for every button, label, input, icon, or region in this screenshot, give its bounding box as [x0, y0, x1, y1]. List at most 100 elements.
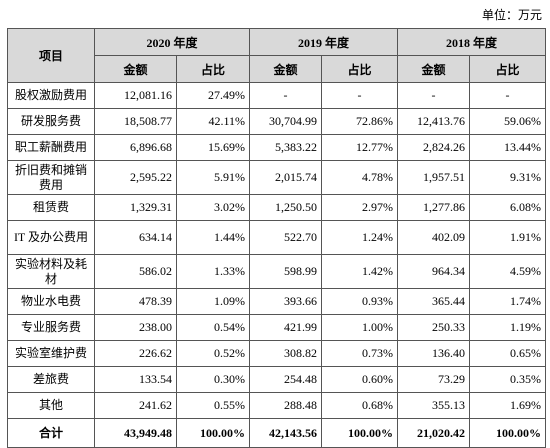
cell: -: [469, 82, 547, 109]
row-label: IT 及办公费用: [7, 220, 95, 255]
row-label: 实验材料及耗材: [7, 254, 95, 289]
cell: 365.44: [397, 288, 471, 315]
cell: 1.42%: [321, 254, 399, 289]
unit-note: 单位：万元: [481, 8, 542, 22]
row-label: 股权激励费用: [7, 82, 95, 109]
cell: 42,143.56: [249, 418, 323, 448]
cell: 100.00%: [175, 418, 251, 448]
cell: 59.06%: [469, 108, 547, 135]
cell: 355.13: [397, 392, 471, 419]
row-label: 租赁费: [7, 194, 95, 221]
cell: 0.52%: [175, 340, 251, 367]
table-row: 研发服务费 18,508.77 42.11% 30,704.99 72.86% 12,41…: [7, 108, 547, 135]
table-row: 实验室维护费 226.62 0.52% 308.82 0.73% 136.40 0.65%: [7, 340, 547, 367]
cell: 964.34: [397, 254, 471, 289]
cell: 21,020.42: [397, 418, 471, 448]
cell: 393.66: [249, 288, 323, 315]
row-label: 合计: [7, 418, 95, 448]
sub-header: 金额: [94, 55, 177, 83]
cell: 0.35%: [469, 366, 547, 393]
cell: 2,015.74: [249, 160, 323, 195]
table-row: 租赁费 1,329.31 3.02% 1,250.50 2.97% 1,277.86 6.0…: [7, 194, 547, 221]
cell: 30,704.99: [249, 108, 323, 135]
year-header: 2020 年度: [93, 28, 251, 56]
cell: -: [397, 82, 471, 109]
cell: 4.78%: [321, 160, 399, 195]
cell: 0.55%: [175, 392, 251, 419]
cell: 1,277.86: [397, 194, 471, 221]
cell: 0.93%: [321, 288, 399, 315]
table-row: 实验材料及耗材 586.02 1.33% 598.99 1.42% 964.34 4.59%: [7, 254, 547, 289]
year-header: 2019 年度: [249, 28, 399, 56]
cell: 27.49%: [175, 82, 251, 109]
cell: 72.86%: [321, 108, 399, 135]
cell: 522.70: [249, 220, 323, 255]
cell: 4.59%: [469, 254, 547, 289]
corner-header: 项目: [7, 28, 95, 83]
cell: 238.00: [94, 314, 177, 341]
cell: 634.14: [94, 220, 177, 255]
sub-header: 占比: [469, 55, 547, 83]
table-row: 合计 43,949.48 100.00% 42,143.56 100.00% 21,020…: [7, 418, 547, 448]
cell: 13.44%: [469, 134, 547, 161]
cell: 1.33%: [175, 254, 251, 289]
cell: 12.77%: [321, 134, 399, 161]
table-row: 差旅费 133.54 0.30% 254.48 0.60% 73.29 0.35%: [7, 366, 547, 393]
cell: 250.33: [397, 314, 471, 341]
cell: 6.08%: [469, 194, 547, 221]
cell: 241.62: [94, 392, 177, 419]
row-label: 物业水电费: [7, 288, 95, 315]
cell: 288.48: [249, 392, 323, 419]
row-label: 研发服务费: [7, 108, 95, 135]
cell: 12,413.76: [397, 108, 471, 135]
cell: 1.74%: [469, 288, 547, 315]
cell: 133.54: [94, 366, 177, 393]
table-row: 股权激励费用 12,081.16 27.49% - - - -: [7, 82, 547, 109]
cell: 5.91%: [175, 160, 251, 195]
cell: 5,383.22: [249, 134, 323, 161]
cell: 2,824.26: [397, 134, 471, 161]
cell: 0.65%: [469, 340, 547, 367]
cell: 2.97%: [321, 194, 399, 221]
cell: 1.00%: [321, 314, 399, 341]
cell: 2,595.22: [94, 160, 177, 195]
cell: 421.99: [249, 314, 323, 341]
row-label: 其他: [7, 392, 95, 419]
expense-table: 项目 2020 年度 2019 年度 2018 年度 金额 占比 金额 占比 金额 占比 股权激…: [7, 28, 547, 448]
table-row: 物业水电费 478.39 1.09% 393.66 0.93% 365.44 1.74%: [7, 288, 547, 315]
cell: 402.09: [397, 220, 471, 255]
cell: 18,508.77: [94, 108, 177, 135]
cell: 6,896.68: [94, 134, 177, 161]
cell: 308.82: [249, 340, 323, 367]
cell: 1,329.31: [94, 194, 177, 221]
cell: 136.40: [397, 340, 471, 367]
cell: 100.00%: [469, 418, 547, 448]
cell: -: [321, 82, 399, 109]
row-label: 折旧费和摊销费用: [7, 160, 95, 195]
year-header: 2018 年度: [397, 28, 547, 56]
sub-header: 金额: [397, 55, 471, 83]
cell: 100.00%: [321, 418, 399, 448]
cell: 0.30%: [175, 366, 251, 393]
cell: 0.54%: [175, 314, 251, 341]
cell: 73.29: [397, 366, 471, 393]
table-row: IT 及办公费用 634.14 1.44% 522.70 1.24% 402.09 1.91…: [7, 220, 547, 255]
table-row: 其他 241.62 0.55% 288.48 0.68% 355.13 1.69%: [7, 392, 547, 419]
cell: 0.60%: [321, 366, 399, 393]
table-row: 折旧费和摊销费用 2,595.22 5.91% 2,015.74 4.78% 1,957.…: [7, 160, 547, 195]
cell: 254.48: [249, 366, 323, 393]
cell: 1.19%: [469, 314, 547, 341]
cell: 15.69%: [175, 134, 251, 161]
cell: 1.44%: [175, 220, 251, 255]
cell: -: [249, 82, 323, 109]
cell: 43,949.48: [94, 418, 177, 448]
cell: 1.09%: [175, 288, 251, 315]
cell: 1.91%: [469, 220, 547, 255]
cell: 1,250.50: [249, 194, 323, 221]
row-label: 差旅费: [7, 366, 95, 393]
cell: 1.24%: [321, 220, 399, 255]
cell: 1.69%: [469, 392, 547, 419]
cell: 0.73%: [321, 340, 399, 367]
table-row: 职工薪酬费用 6,896.68 15.69% 5,383.22 12.77% 2,824.…: [7, 134, 547, 161]
